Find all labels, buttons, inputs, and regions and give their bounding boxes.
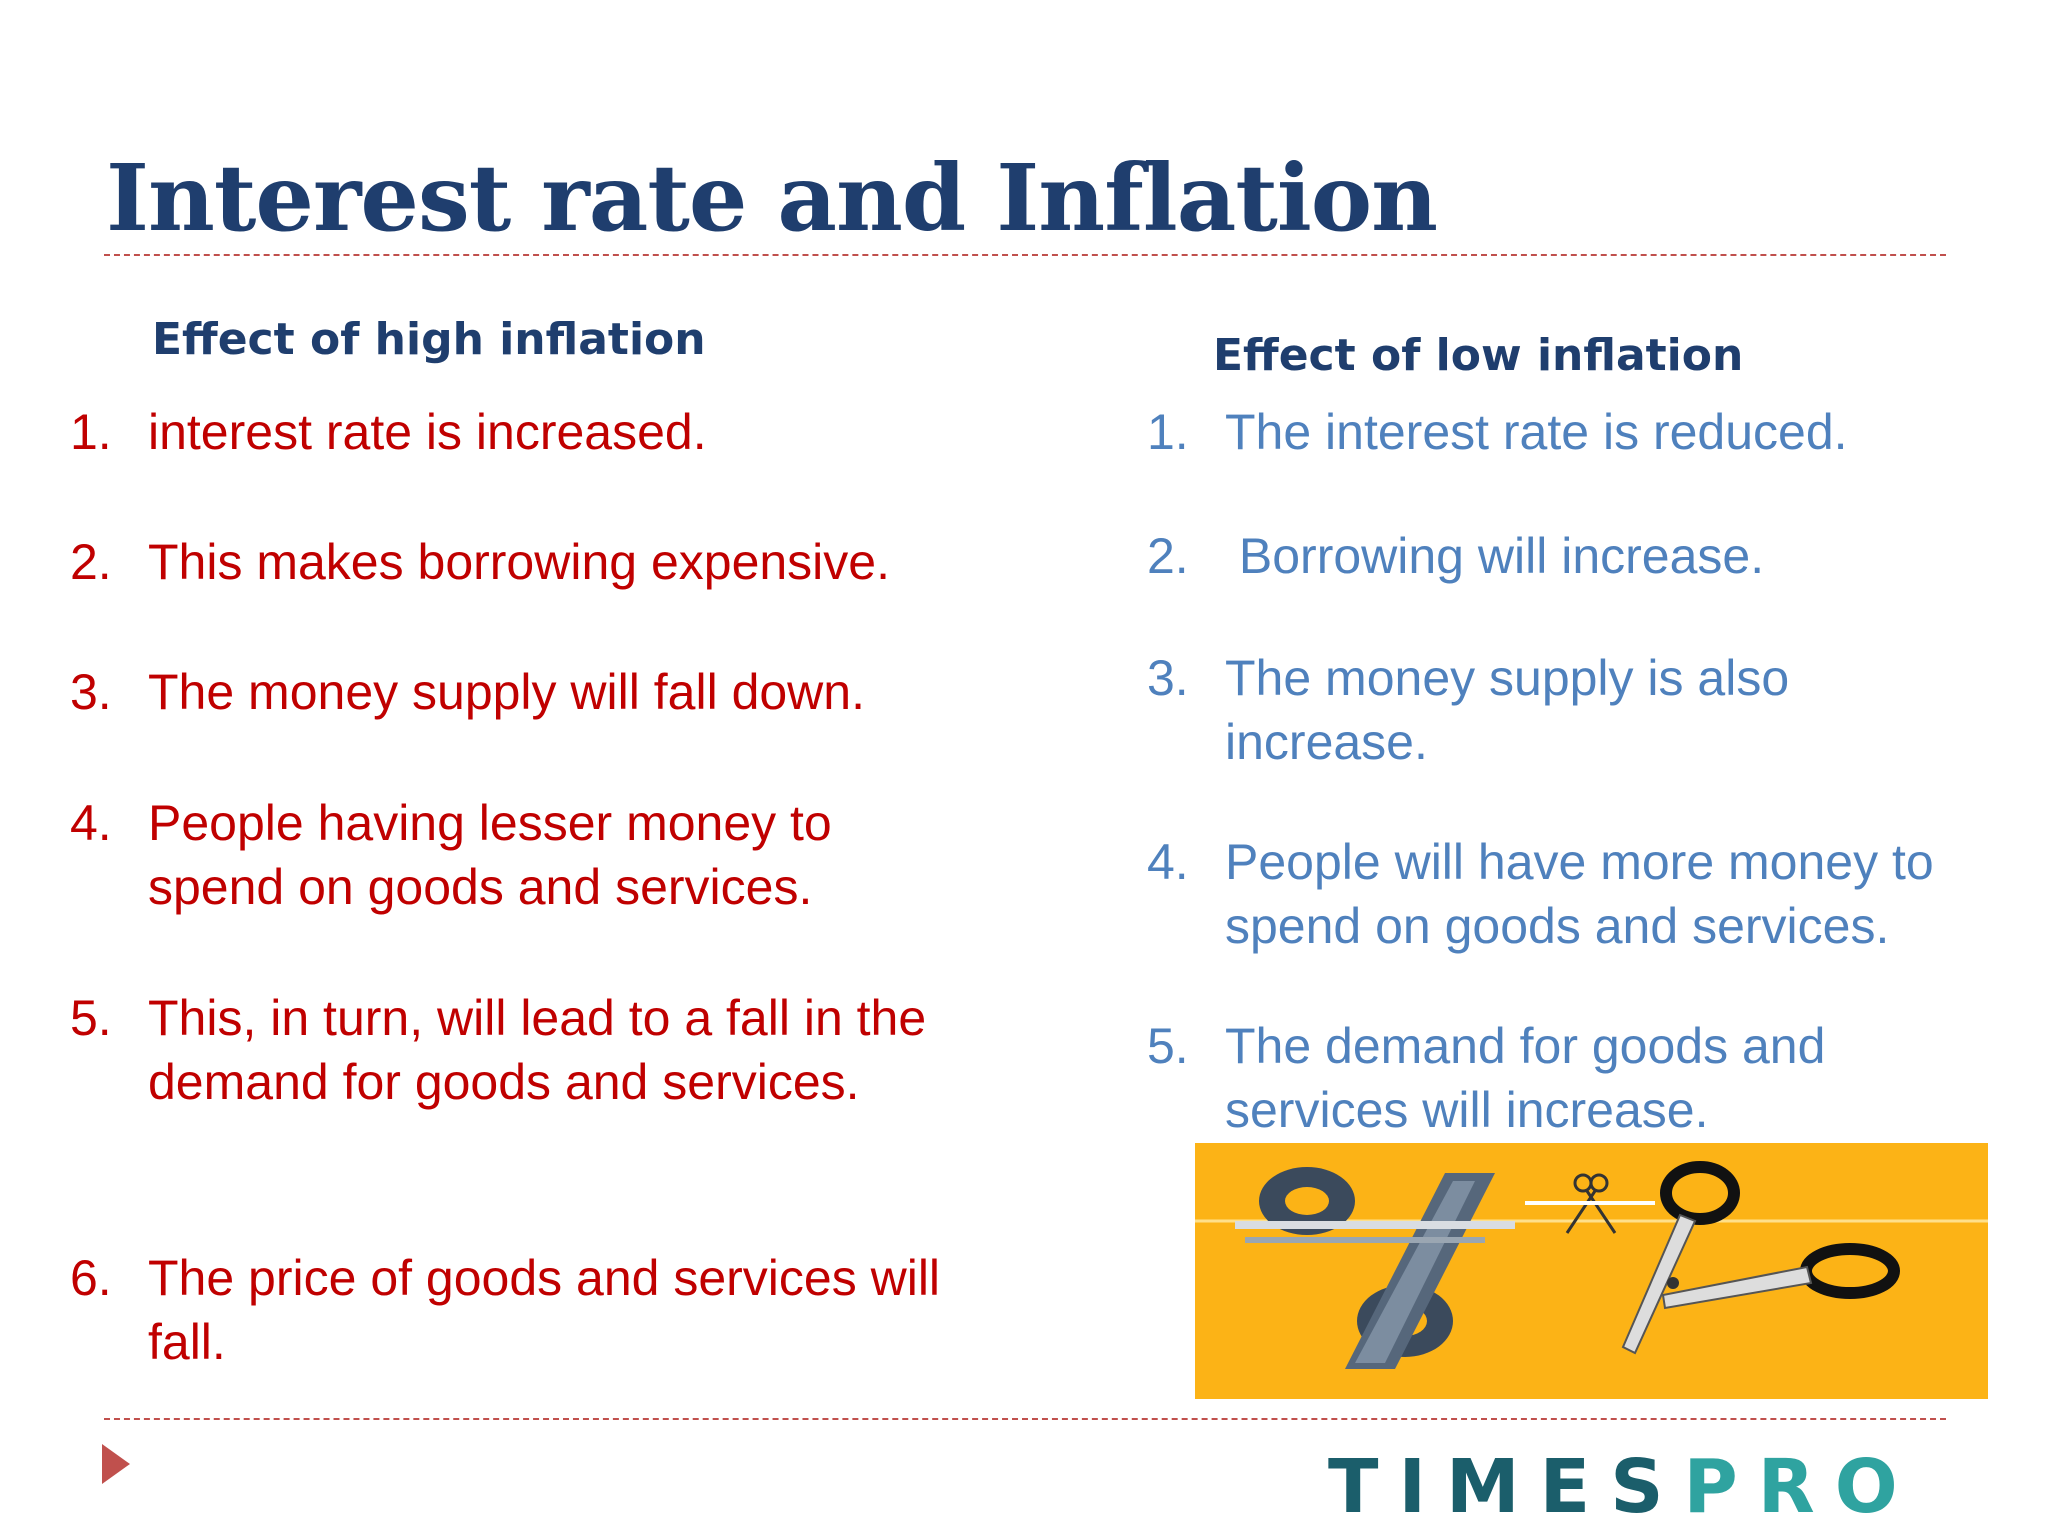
item-text: The money supply will fall down. [148,664,865,720]
low-inflation-heading: Effect of low inflation [1213,330,1744,381]
item-number: 6. [70,1250,112,1306]
item-text: The money supply is also increase. [1225,650,1790,770]
item-number: 5. [1147,1018,1189,1074]
item-number: 2. [70,534,112,590]
item-number: 4. [70,795,112,851]
item-text: The interest rate is reduced. [1225,404,1848,460]
item-text: This, in turn, will lead to a fall in th… [148,990,927,1110]
slide-title: Interest rate and Inflation [106,144,1438,252]
bottom-divider [104,1418,1946,1420]
logo-part-pro: PRO [1683,1444,1918,1530]
item-number: 3. [1147,650,1189,706]
item-text: The demand for goods and services will i… [1225,1018,1826,1138]
item-text: Borrowing will increase. [1225,528,1765,584]
item-number: 2. [1147,528,1189,584]
top-divider [104,254,1946,256]
high-inflation-heading: Effect of high inflation [152,314,706,365]
item-text: interest rate is increased. [148,404,707,460]
item-number: 5. [70,990,112,1046]
percent-scissors-illustration [1195,1143,1988,1399]
item-text: The price of goods and services will fal… [148,1250,941,1370]
item-text: People will have more money to spend on … [1225,834,1934,954]
item-number: 4. [1147,834,1189,890]
item-number: 3. [70,664,112,720]
item-number: 1. [70,404,112,460]
logo-part-times: TIMES [1328,1444,1684,1530]
percent-scissors-icon [1195,1143,1988,1399]
timespro-logo: TIMESPRO [1328,1450,1918,1524]
item-text: People having lesser money to spend on g… [148,795,832,915]
play-arrow-icon[interactable] [102,1444,130,1484]
item-number: 1. [1147,404,1189,460]
item-text: This makes borrowing expensive. [148,534,890,590]
